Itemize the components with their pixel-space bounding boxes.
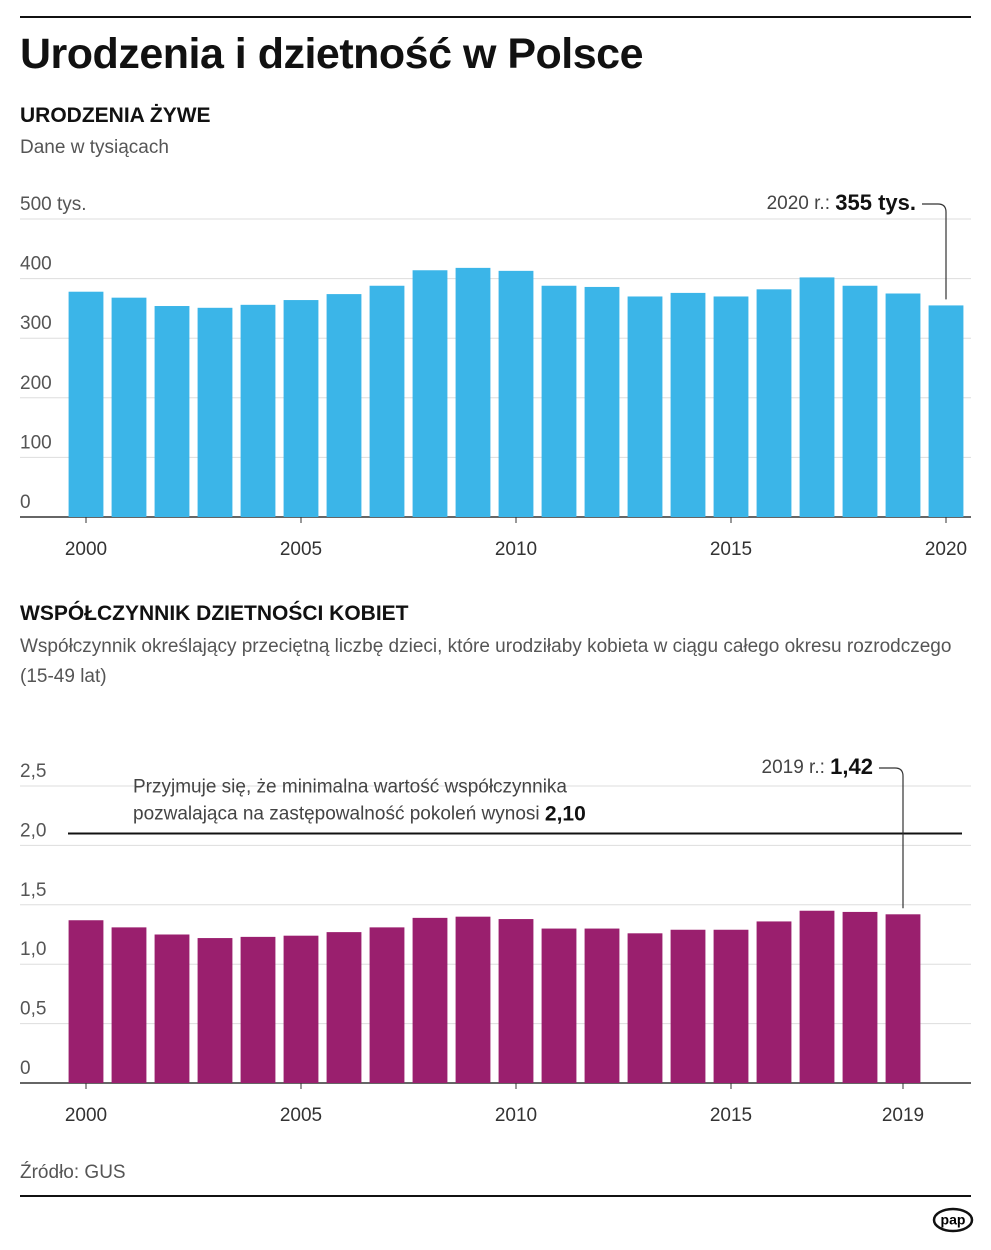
bar xyxy=(885,914,921,1083)
bar xyxy=(627,933,663,1083)
y-tick-label: 0,5 xyxy=(20,999,46,1020)
bar xyxy=(541,928,577,1083)
bar xyxy=(283,935,319,1083)
reference-value: 2,10 xyxy=(545,802,586,825)
y-tick-label: 200 xyxy=(20,373,52,394)
bar xyxy=(584,286,620,517)
y-tick-label: 500 tys. xyxy=(20,194,87,215)
plot: 0 0,5 1,0 1,5 2,0 2,5 2000 2005 2010 2015 2019 Przy… xyxy=(20,754,971,1126)
y-tick-label: 300 xyxy=(20,313,52,334)
bar xyxy=(799,277,835,517)
x-tick-label: 2015 xyxy=(710,539,752,560)
logo-ring xyxy=(932,1207,974,1233)
bar xyxy=(713,929,749,1083)
y-tick-label: 0 xyxy=(20,492,31,513)
bar xyxy=(197,307,233,517)
x-tick-label: 2005 xyxy=(280,1105,322,1126)
bar xyxy=(455,267,491,517)
reference-text: Przyjmuje się, że minimalna wartość wspó… xyxy=(133,777,567,798)
chart-subtitle: Dane w tysiącach xyxy=(20,137,169,158)
y-tick-label: 0 xyxy=(20,1058,31,1079)
bar xyxy=(111,927,147,1083)
bar xyxy=(498,919,534,1083)
bar xyxy=(713,296,749,517)
chart-subtitle: Współczynnik określający przeciętną licz… xyxy=(20,636,952,687)
bar xyxy=(154,306,190,517)
x-tick-label: 2000 xyxy=(65,539,107,560)
bar xyxy=(928,305,964,517)
y-tick-label: 1,0 xyxy=(20,939,46,960)
leader-line xyxy=(922,203,947,300)
x-tick-label: 2019 xyxy=(882,1105,924,1126)
page-title: Urodzenia i dzietność w Polsce xyxy=(20,30,644,78)
reference-text-line: Przyjmuje się, że minimalna wartość wspó… xyxy=(133,777,567,798)
bar xyxy=(670,929,706,1083)
bar xyxy=(111,297,147,517)
annotation: 2019 r.: 1,42 xyxy=(762,754,874,779)
bar xyxy=(68,920,104,1083)
plot: 0 100 200 300 400 500 tys. 2000 2005 2010 2015 202… xyxy=(20,190,971,560)
bar xyxy=(240,936,276,1083)
bar xyxy=(154,934,190,1083)
x-tick-label: 2010 xyxy=(495,1105,537,1126)
y-tick-label: 1,5 xyxy=(20,880,46,901)
bar xyxy=(627,296,663,517)
x-tick-label: 2020 xyxy=(925,539,967,560)
bar xyxy=(455,916,491,1083)
bar xyxy=(498,270,534,517)
bar xyxy=(326,294,362,517)
bar xyxy=(756,289,792,517)
bar xyxy=(68,291,104,517)
bar xyxy=(369,927,405,1083)
bar xyxy=(799,910,835,1083)
bar xyxy=(369,285,405,517)
bar xyxy=(541,285,577,517)
bar xyxy=(326,932,362,1083)
chart-title: URODZENIA ŻYWE xyxy=(20,104,211,127)
annotation: 2020 r.: 355 tys. xyxy=(767,190,916,215)
bar xyxy=(283,300,319,517)
logo: pap xyxy=(932,1207,974,1233)
bar xyxy=(240,304,276,517)
bar xyxy=(197,938,233,1083)
y-tick-label: 400 xyxy=(20,254,52,275)
bar xyxy=(842,911,878,1083)
y-tick-label: 2,5 xyxy=(20,761,46,782)
annotation-label: 2020 r.: xyxy=(767,193,830,214)
x-tick-label: 2000 xyxy=(65,1105,107,1126)
x-tick-label: 2005 xyxy=(280,539,322,560)
bar xyxy=(842,285,878,517)
logo-text: pap xyxy=(941,1212,966,1228)
y-tick-label: 100 xyxy=(20,432,52,453)
bar xyxy=(412,917,448,1083)
annotation-value: 1,42 xyxy=(830,754,873,779)
x-tick-label: 2015 xyxy=(710,1105,752,1126)
bar xyxy=(412,270,448,517)
reference-text: pozwalająca na zastępowalność pokoleń wy… xyxy=(133,802,586,825)
chart-title: WSPÓŁCZYNNIK DZIETNOŚCI KOBIET xyxy=(20,602,409,625)
leader-line xyxy=(879,767,904,909)
reference-text-line: pozwalająca na zastępowalność pokoleń wy… xyxy=(133,804,540,825)
source: Źródło: GUS xyxy=(20,1162,126,1183)
bar xyxy=(885,293,921,517)
bar xyxy=(584,928,620,1083)
x-tick-label: 2010 xyxy=(495,539,537,560)
annotation-label: 2019 r.: xyxy=(762,757,825,778)
bar xyxy=(670,292,706,517)
y-tick-label: 2,0 xyxy=(20,820,46,841)
annotation-value: 355 tys. xyxy=(835,190,916,215)
bar xyxy=(756,921,792,1083)
